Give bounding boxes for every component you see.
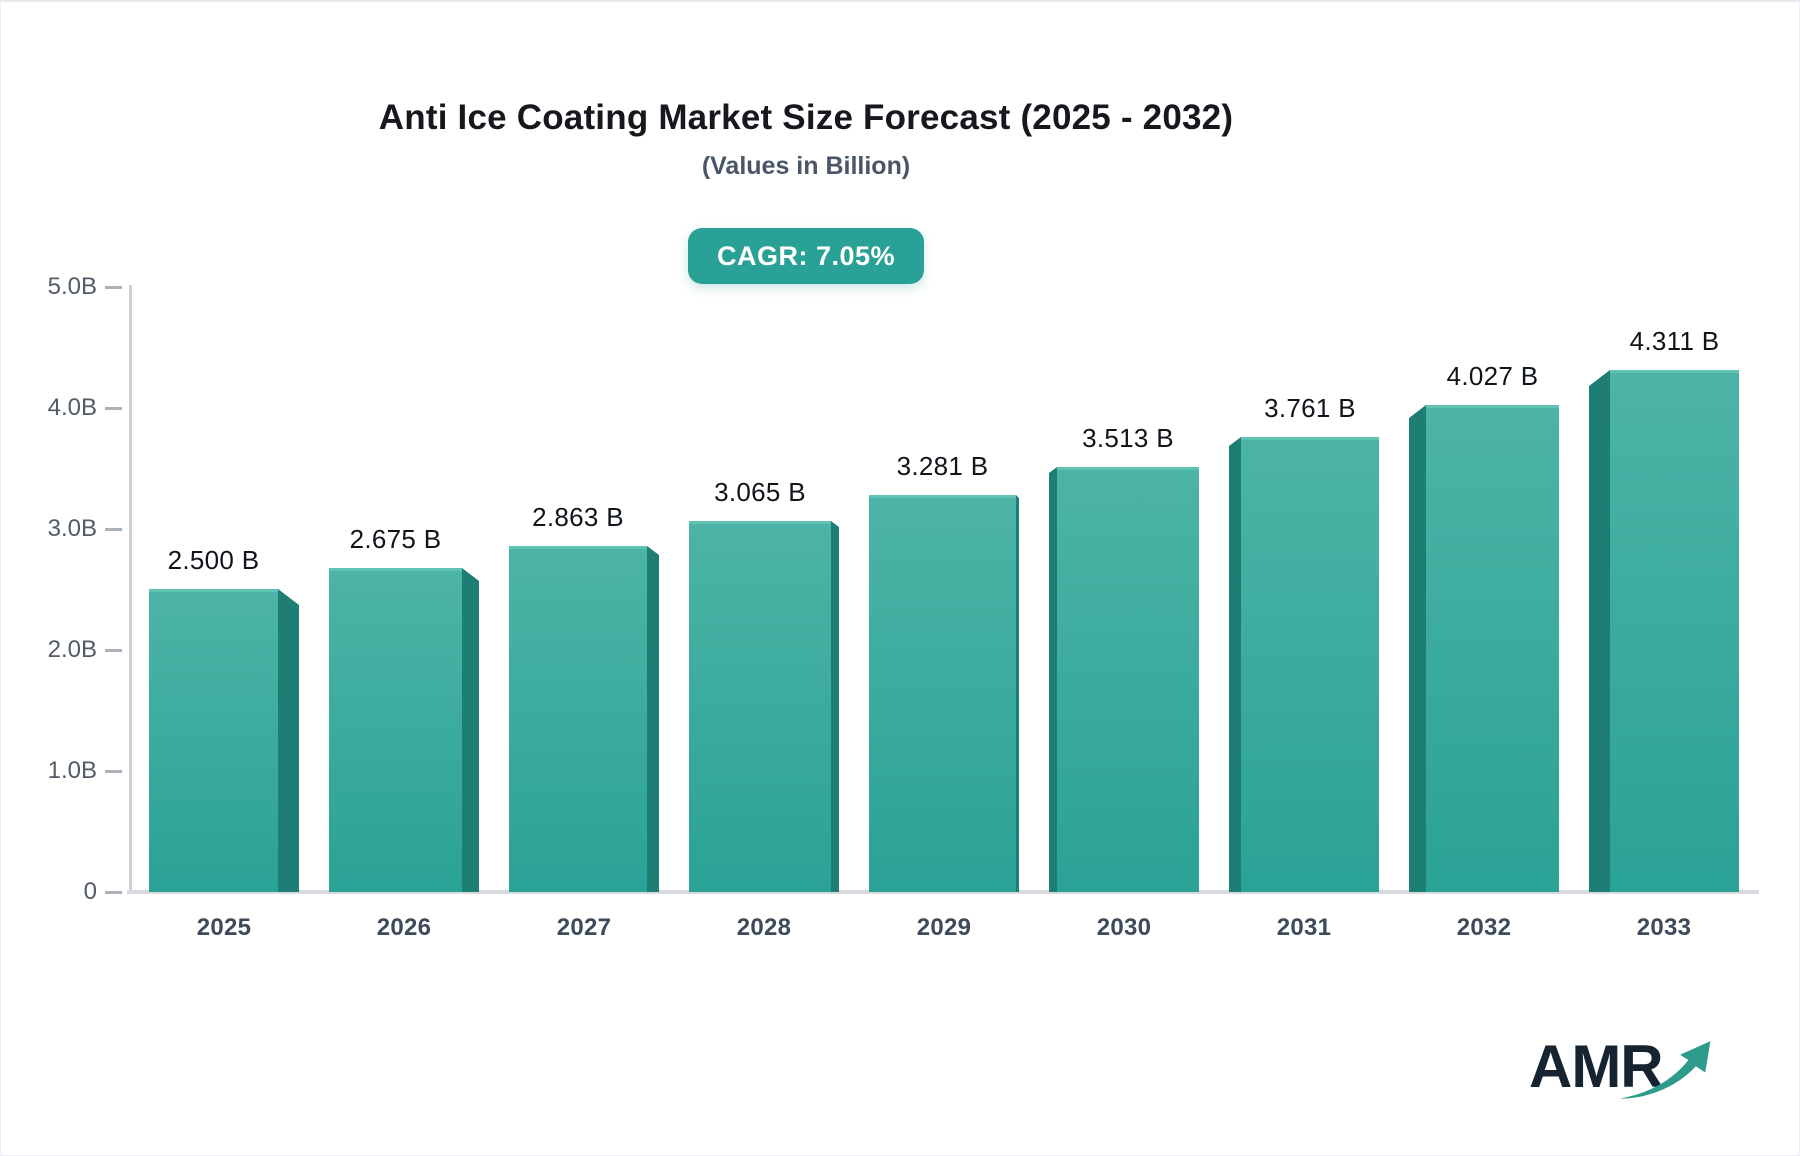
y-tick-label: 3.0B bbox=[47, 515, 97, 542]
x-axis-label-2025: 2025 bbox=[196, 914, 252, 941]
bar-value-label-2032: 4.027 B bbox=[1446, 361, 1539, 391]
y-tick-mark bbox=[105, 770, 122, 773]
y-tick-mark bbox=[105, 891, 122, 894]
amr-logo: AMR bbox=[1529, 1036, 1749, 1116]
bar-2031 bbox=[1241, 437, 1379, 892]
y-tick-mark bbox=[105, 286, 122, 289]
y-tick-label: 4.0B bbox=[47, 394, 97, 421]
y-tick-mark bbox=[105, 649, 122, 652]
y-tick-label: 0 bbox=[83, 878, 97, 905]
chart-subtitle: (Values in Billion) bbox=[701, 152, 911, 180]
x-axis-label-2031: 2031 bbox=[1276, 914, 1332, 941]
x-axis-label-2030: 2030 bbox=[1096, 914, 1152, 941]
bar-2025 bbox=[149, 589, 278, 892]
x-axis-label-2026: 2026 bbox=[376, 914, 432, 941]
bar-value-label-2026: 2.675 B bbox=[349, 524, 442, 554]
bar-value-label-2031: 3.761 B bbox=[1264, 393, 1356, 423]
x-axis-label-2032: 2032 bbox=[1456, 914, 1512, 941]
x-axis-label-2027: 2027 bbox=[556, 914, 612, 941]
bar-value-label-2025: 2.500 B bbox=[167, 545, 260, 575]
bar-side-2032 bbox=[1409, 405, 1426, 892]
bar-side-2031 bbox=[1229, 437, 1241, 892]
y-tick-label: 5.0B bbox=[47, 273, 97, 300]
bar-value-label-2029: 3.281 B bbox=[896, 451, 989, 481]
trend-arrow-icon bbox=[1619, 1041, 1711, 1099]
bar-side-2030 bbox=[1049, 467, 1057, 892]
y-tick-mark bbox=[105, 407, 122, 410]
page-title: Anti Ice Coating Market Size Forecast (2… bbox=[378, 98, 1234, 137]
bar-side-2029 bbox=[1016, 495, 1019, 892]
bar-side-2028 bbox=[831, 521, 839, 892]
x-axis-label-2029: 2029 bbox=[916, 914, 972, 941]
bar-value-label-2030: 3.513 B bbox=[1082, 423, 1174, 453]
bar-2032 bbox=[1426, 405, 1559, 892]
bar-side-2027 bbox=[647, 546, 659, 892]
cagr-badge: CAGR: 7.05% bbox=[688, 228, 924, 284]
y-tick-label: 2.0B bbox=[47, 636, 97, 663]
bar-value-label-2033: 4.311 B bbox=[1629, 326, 1720, 356]
x-axis-baseline bbox=[127, 890, 1759, 894]
bar-value-label-2027: 2.863 B bbox=[532, 502, 624, 532]
x-axis-label-2033: 2033 bbox=[1636, 914, 1692, 941]
bar-2033 bbox=[1610, 370, 1739, 892]
amr-logo-text: AMR bbox=[1529, 1033, 1664, 1100]
x-axis-label-2028: 2028 bbox=[736, 914, 792, 941]
bar-side-2033 bbox=[1589, 370, 1610, 892]
bar-2028 bbox=[689, 521, 831, 892]
y-axis-line bbox=[129, 285, 132, 892]
y-tick-label: 1.0B bbox=[47, 757, 97, 784]
bar-2026 bbox=[329, 568, 462, 892]
bar-side-2026 bbox=[462, 568, 479, 892]
bar-2027 bbox=[509, 546, 647, 892]
bar-2029 bbox=[869, 495, 1016, 892]
bar-side-2025 bbox=[278, 589, 299, 892]
bar-2030 bbox=[1057, 467, 1199, 892]
bar-value-label-2028: 3.065 B bbox=[714, 477, 806, 507]
y-tick-mark bbox=[105, 528, 122, 531]
